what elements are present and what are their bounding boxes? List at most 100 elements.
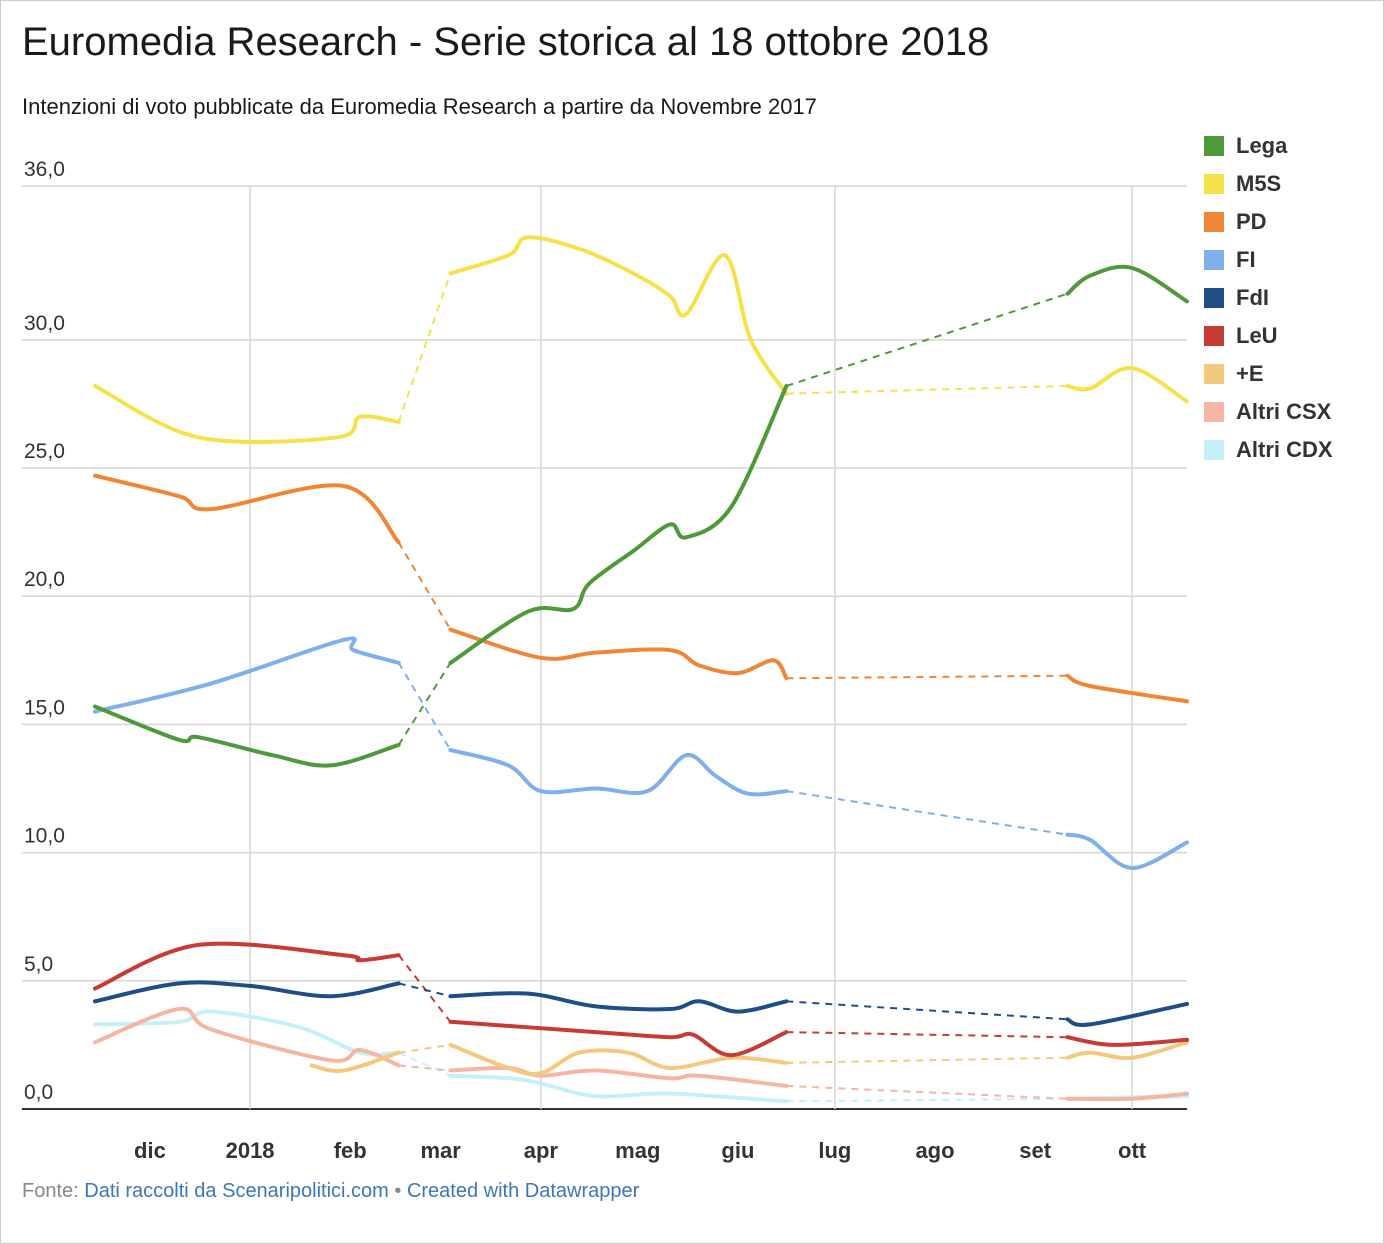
legend-swatch <box>1204 250 1224 270</box>
series-line-pd <box>1065 673 1189 704</box>
legend: Lega M5S PD FI FdI LeU +E Altri CSX Altri CDX <box>1204 127 1333 469</box>
series-gap-lega <box>786 292 1068 387</box>
legend-item-lega: Lega <box>1204 127 1333 165</box>
y-tick-label: 36,0 <box>24 158 65 181</box>
datawrapper-link[interactable]: Created with Datawrapper <box>406 1180 640 1202</box>
x-tick-label: ott <box>1118 1138 1147 1163</box>
series-gap-e <box>398 1043 451 1054</box>
x-tick-label: 2018 <box>226 1138 275 1163</box>
series-line-e <box>309 1050 401 1073</box>
series-line-altri-cdx <box>448 1073 789 1104</box>
grid-lines <box>22 185 1187 1110</box>
series-line-altri-csx <box>1065 1091 1189 1102</box>
series-gap-fi <box>786 790 1068 836</box>
series-altri-csx <box>93 1006 1189 1102</box>
legend-label: LeU <box>1236 323 1278 348</box>
series-line-fdi <box>93 980 401 1004</box>
series-gap-e <box>786 1056 1068 1064</box>
legend-label: Lega <box>1236 133 1288 158</box>
footer-separator: • <box>388 1180 407 1202</box>
x-tick-label: mar <box>421 1138 462 1163</box>
series-gap-leu <box>397 954 452 1023</box>
y-tick-label: 25,0 <box>24 440 65 463</box>
legend-swatch <box>1204 364 1224 384</box>
series-lines <box>93 235 1189 1104</box>
series-e <box>309 1040 1189 1077</box>
series-line-pd <box>448 627 789 681</box>
x-tick-label: mag <box>615 1138 660 1163</box>
series-gap-altri-csx <box>398 1064 451 1072</box>
legend-item-fi: FI <box>1204 241 1333 279</box>
source-link[interactable]: Dati raccolti da Scenaripolitici.com <box>84 1180 389 1202</box>
series-line-m5s <box>93 384 401 444</box>
legend-item-pd: PD <box>1204 203 1333 241</box>
legend-swatch <box>1204 212 1224 232</box>
x-tick-label: apr <box>524 1138 559 1163</box>
series-line-lega <box>1065 264 1189 304</box>
series-line-fi <box>93 636 401 714</box>
y-tick-label: 5,0 <box>24 953 53 976</box>
legend-item-m5s: M5S <box>1204 165 1333 203</box>
legend-swatch <box>1204 174 1224 194</box>
y-tick-label: 15,0 <box>24 696 65 719</box>
legend-label: PD <box>1236 209 1267 234</box>
y-tick-label: 30,0 <box>24 312 65 335</box>
series-gap-pd <box>786 674 1068 680</box>
series-line-fdi <box>448 991 789 1014</box>
legend-swatch <box>1204 136 1224 156</box>
series-line-m5s <box>448 235 789 396</box>
y-tick-label: 10,0 <box>24 825 65 848</box>
legend-swatch <box>1204 326 1224 346</box>
series-fdi <box>93 980 1189 1027</box>
series-line-altri-cdx <box>93 1009 401 1057</box>
series-gap-fi <box>397 662 452 751</box>
footer: Fonte: Dati raccolti da Scenaripolitici.… <box>22 1180 639 1203</box>
footer-prefix: Fonte: <box>22 1180 85 1202</box>
series-gap-pd <box>397 541 452 631</box>
series-line-altri-csx <box>93 1006 401 1068</box>
series-gap-altri-cdx <box>398 1051 451 1077</box>
series-fi <box>93 636 1189 871</box>
series-line-lega <box>448 384 789 665</box>
legend-swatch <box>1204 288 1224 308</box>
legend-item-altri-csx: Altri CSX <box>1204 393 1333 431</box>
series-line-e <box>448 1042 789 1077</box>
series-line-fi <box>1065 832 1189 871</box>
legend-swatch <box>1204 402 1224 422</box>
series-gap-m5s <box>397 272 452 423</box>
legend-item-altri-cdx: Altri CDX <box>1204 431 1333 469</box>
series-line-pd <box>93 473 401 545</box>
series-lega <box>93 264 1189 768</box>
y-tick-label: 0,0 <box>24 1081 53 1104</box>
legend-item-leu: LeU <box>1204 317 1333 355</box>
legend-label: Altri CSX <box>1236 399 1332 424</box>
series-gap-leu <box>786 1031 1068 1039</box>
series-gap-m5s <box>786 384 1068 395</box>
x-tick-label: set <box>1019 1138 1051 1163</box>
legend-label: FI <box>1236 247 1256 272</box>
series-gap-altri-cdx <box>786 1097 1068 1103</box>
legend-item-fdi: FdI <box>1204 279 1333 317</box>
x-tick-label: ago <box>915 1138 954 1163</box>
x-tick-label: feb <box>334 1138 367 1163</box>
chart-subtitle: Intenzioni di voto pubblicate da Euromed… <box>22 94 817 119</box>
series-line-lega <box>93 704 401 768</box>
series-line-leu <box>93 941 401 991</box>
x-axis-tick-labels: dic 2018 feb mar apr mag giu lug ago set ott <box>134 1138 1147 1163</box>
legend-label: M5S <box>1236 171 1282 196</box>
x-tick-label: dic <box>134 1138 166 1163</box>
series-gap-altri-csx <box>786 1084 1068 1100</box>
legend-swatch <box>1204 440 1224 460</box>
legend-label: Altri CDX <box>1236 437 1333 462</box>
series-line-fi <box>448 748 789 797</box>
series-line-leu <box>1065 1035 1189 1047</box>
series-m5s <box>93 235 1189 444</box>
x-tick-label: lug <box>818 1138 851 1163</box>
series-pd <box>93 473 1189 704</box>
series-gap-lega <box>397 662 452 746</box>
legend-item-e: +E <box>1204 355 1333 393</box>
series-gap-fdi <box>786 1000 1068 1021</box>
series-gap-fdi <box>398 982 451 998</box>
x-tick-label: giu <box>721 1138 754 1163</box>
